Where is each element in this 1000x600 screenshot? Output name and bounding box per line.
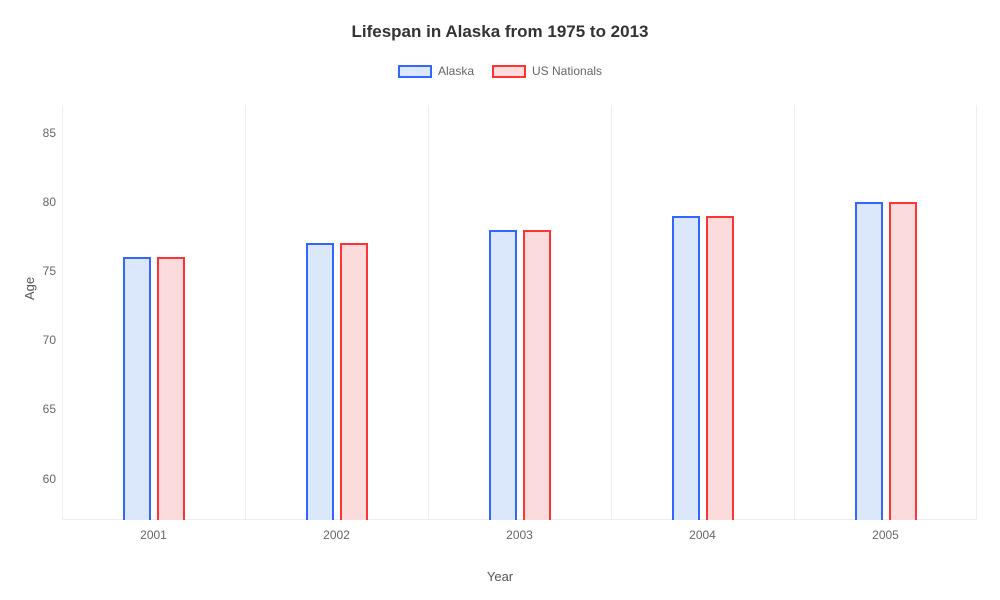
gridline-v <box>62 105 63 520</box>
bar-us-nationals[interactable] <box>706 216 734 520</box>
gridline-v <box>611 105 612 520</box>
x-tick-label: 2004 <box>689 528 716 542</box>
gridline-v <box>976 105 977 520</box>
legend-item-alaska[interactable]: Alaska <box>398 64 474 78</box>
gridline-v <box>794 105 795 520</box>
x-axis-line <box>62 519 977 520</box>
bar-alaska[interactable] <box>855 202 883 520</box>
legend-item-usnationals[interactable]: US Nationals <box>492 64 602 78</box>
y-tick-label: 85 <box>32 126 56 140</box>
y-tick-label: 80 <box>32 195 56 209</box>
gridline-v <box>245 105 246 520</box>
y-axis-label: Age <box>22 277 37 300</box>
legend-swatch-alaska <box>398 65 432 78</box>
bar-us-nationals[interactable] <box>157 257 185 520</box>
legend-swatch-usnationals <box>492 65 526 78</box>
chart-title: Lifespan in Alaska from 1975 to 2013 <box>0 0 1000 42</box>
x-axis-label: Year <box>0 569 1000 584</box>
x-tick-label: 2001 <box>140 528 167 542</box>
bar-alaska[interactable] <box>672 216 700 520</box>
bar-us-nationals[interactable] <box>523 230 551 521</box>
bar-alaska[interactable] <box>123 257 151 520</box>
y-tick-label: 65 <box>32 402 56 416</box>
legend-label-usnationals: US Nationals <box>532 64 602 78</box>
x-tick-label: 2002 <box>323 528 350 542</box>
chart-container: Lifespan in Alaska from 1975 to 2013 Ala… <box>0 0 1000 600</box>
plot-area: 20012002200320042005606570758085 <box>62 105 977 520</box>
x-tick-label: 2005 <box>872 528 899 542</box>
gridline-v <box>428 105 429 520</box>
y-tick-label: 60 <box>32 472 56 486</box>
legend-label-alaska: Alaska <box>438 64 474 78</box>
bar-us-nationals[interactable] <box>889 202 917 520</box>
x-tick-label: 2003 <box>506 528 533 542</box>
y-tick-label: 75 <box>32 264 56 278</box>
legend: Alaska US Nationals <box>0 64 1000 78</box>
bar-alaska[interactable] <box>306 243 334 520</box>
bar-us-nationals[interactable] <box>340 243 368 520</box>
bar-alaska[interactable] <box>489 230 517 521</box>
y-tick-label: 70 <box>32 333 56 347</box>
